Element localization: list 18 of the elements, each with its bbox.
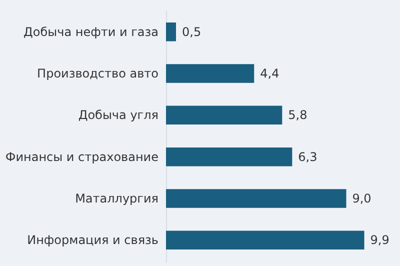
y-tick-label: Информация и связь: [27, 233, 158, 248]
bar: [166, 106, 282, 125]
data-label: 9,0: [352, 191, 372, 206]
bar: [166, 22, 176, 42]
y-tick-label: Производство авто: [37, 66, 158, 81]
data-label: 9,9: [370, 233, 390, 248]
bar: [166, 64, 254, 83]
data-label: 5,8: [288, 108, 308, 122]
y-tick-label: Добыча угля: [78, 108, 158, 122]
y-tick-label: Добыча нефти и газа: [24, 24, 158, 39]
data-label: 0,5: [182, 24, 202, 39]
bar: [166, 189, 346, 208]
bar: [166, 147, 292, 166]
bar: [166, 230, 364, 250]
y-tick-label: Маталлургия: [75, 191, 158, 206]
data-label: 6,3: [298, 150, 318, 164]
data-label: 4,4: [260, 66, 280, 81]
y-tick-label: Финансы и страхование: [5, 150, 158, 164]
